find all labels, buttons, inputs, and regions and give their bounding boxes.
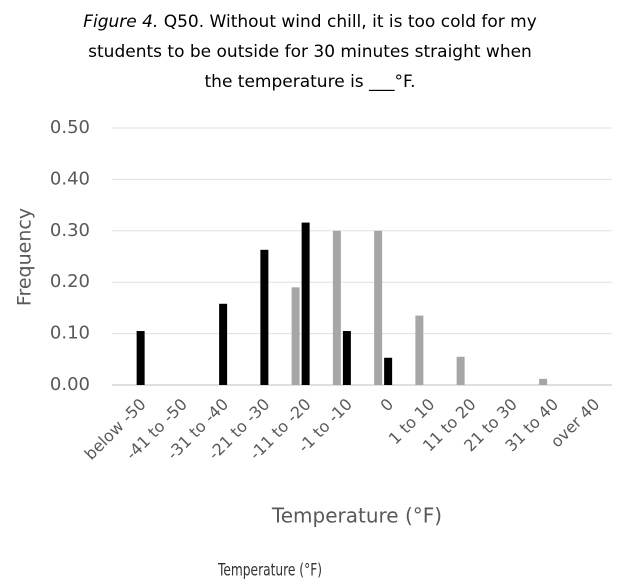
title-label: Figure 4. bbox=[83, 12, 158, 32]
annotation: Temperature (°F) bbox=[217, 561, 322, 581]
y-tick-label: 0.30 bbox=[50, 220, 90, 241]
title-line: Q50. Without wind chill, it is too cold … bbox=[164, 12, 537, 32]
x-axis-label: Temperature (°F) bbox=[271, 504, 442, 528]
y-tick-label: 0.20 bbox=[50, 271, 90, 292]
bar bbox=[415, 315, 424, 385]
y-tick-label: 0.00 bbox=[50, 374, 90, 395]
title-line: the temperature is ___°F. bbox=[205, 72, 416, 92]
bar bbox=[342, 331, 351, 385]
bar bbox=[136, 331, 145, 385]
title-line: students to be outside for 30 minutes st… bbox=[88, 42, 532, 62]
bar bbox=[384, 357, 393, 385]
y-axis-label: Frequency bbox=[14, 208, 36, 306]
bar bbox=[456, 356, 465, 385]
bar bbox=[539, 378, 548, 385]
y-tick-label: 0.10 bbox=[50, 323, 90, 344]
x-tick-label: 0 bbox=[376, 395, 397, 416]
bar bbox=[301, 222, 310, 385]
bar bbox=[219, 303, 228, 385]
chart-title: Figure 4. Q50. Without wind chill, it is… bbox=[83, 12, 537, 32]
y-tick-label: 0.40 bbox=[50, 168, 90, 189]
bar bbox=[332, 230, 341, 385]
y-tick-label: 0.50 bbox=[50, 117, 90, 138]
bar bbox=[374, 230, 383, 385]
bar bbox=[260, 249, 269, 385]
bar bbox=[291, 287, 300, 385]
